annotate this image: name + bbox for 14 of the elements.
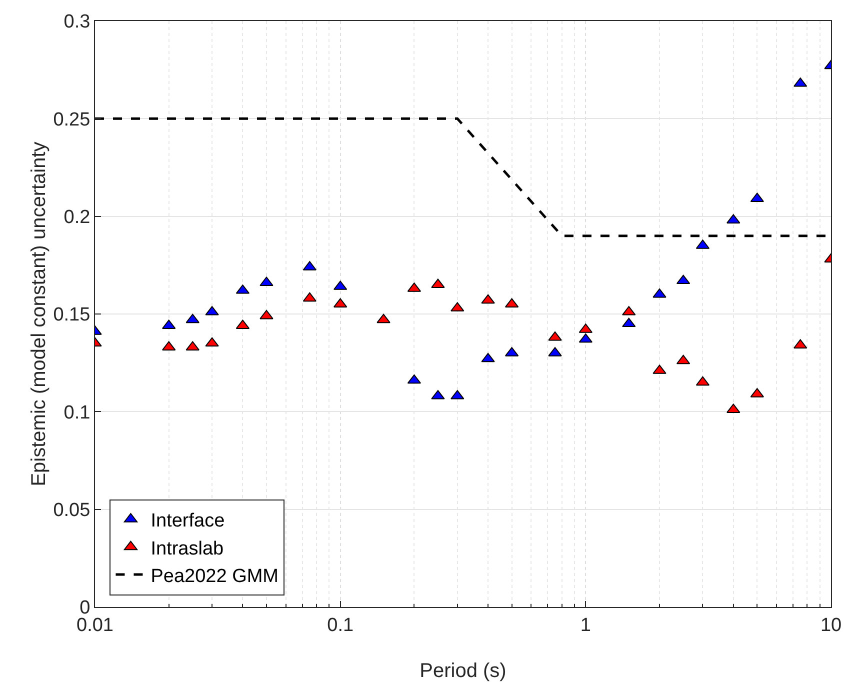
y-tick-label: 0.3 <box>64 12 90 33</box>
x-tick-label: 1 <box>580 614 591 636</box>
y-tick-label: 0.15 <box>53 304 90 326</box>
x-tick-label: 0.1 <box>327 614 354 636</box>
y-tick-label: 0.25 <box>53 109 90 130</box>
y-tick-label: 0.1 <box>64 402 90 424</box>
x-tick-label: 10 <box>820 614 842 636</box>
legend-label: Interface <box>150 510 225 532</box>
x-axis-title: Period (s) <box>420 660 506 682</box>
y-tick-label: 0.05 <box>53 500 90 521</box>
y-tick-label: 0.2 <box>64 206 90 228</box>
legend-label: Intraslab <box>150 538 224 560</box>
y-axis-title: Epistemic (model constant) uncertainty <box>28 142 50 486</box>
legend-label: Pea2022 GMM <box>150 566 279 587</box>
